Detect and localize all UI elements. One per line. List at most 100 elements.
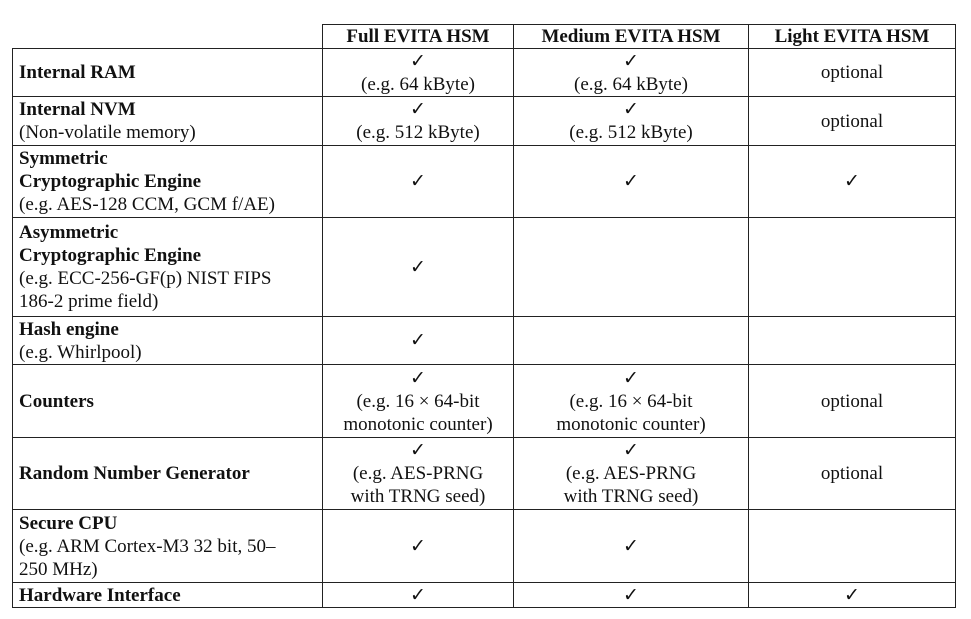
cell-note: (e.g. 64 kByte) — [574, 73, 688, 95]
cell-note: with TRNG seed) — [350, 486, 486, 507]
feature-name: Internal NVM — [19, 99, 136, 120]
feature-name: Asymmetric — [19, 222, 119, 243]
cell-note: (e.g. AES-PRNG — [565, 463, 697, 484]
table-row: Asymmetric Cryptographic Engine (e.g. ECC-… — [12, 217, 956, 317]
value-cell: ✓ — [322, 316, 514, 365]
value-cell: ✓ — [513, 582, 749, 608]
checkmark: ✓ — [623, 99, 639, 120]
value-cell: ✓ — [322, 145, 514, 218]
feature-cell: Random Number Generator — [12, 437, 323, 510]
checkmark: ✓ — [410, 535, 426, 557]
feature-name: Internal RAM — [19, 62, 136, 83]
checkmark: ✓ — [623, 367, 639, 389]
feature-name: Cryptographic Engine — [19, 171, 202, 192]
checkmark: ✓ — [410, 171, 426, 192]
feature-cell: Hash engine (e.g. Whirlpool) — [12, 316, 323, 365]
feature-name: Random Number Generator — [19, 463, 250, 484]
cell-note: with TRNG seed) — [563, 486, 699, 507]
checkmark: ✓ — [623, 171, 639, 192]
value-cell: optional — [748, 437, 956, 510]
cell-note: (e.g. 512 kByte) — [356, 122, 480, 143]
header-row: Full EVITA HSM Medium EVITA HSM Light EVIT… — [12, 24, 956, 49]
value-cell: ✓ (e.g. AES-PRNG with TRNG seed) — [322, 437, 514, 510]
feature-name: Cryptographic Engine — [19, 245, 202, 266]
value-cell: ✓ (e.g. 512 kByte) — [513, 96, 749, 146]
value-cell — [748, 316, 956, 365]
cell-note: (e.g. 512 kByte) — [569, 122, 693, 143]
checkmark: ✓ — [410, 584, 426, 606]
table-row: Counters ✓ (e.g. 16 × 64-bit monotonic coun… — [12, 364, 956, 438]
value-cell: ✓ — [322, 509, 514, 583]
feature-name: Symmetric — [19, 148, 108, 169]
feature-description: (e.g. Whirlpool) — [19, 341, 142, 363]
feature-cell: Secure CPU (e.g. ARM Cortex-M3 32 bit, 50… — [12, 509, 323, 583]
feature-description: (e.g. ECC-256-GF(p) NIST FIPS — [19, 268, 272, 289]
feature-name: Hardware Interface — [19, 584, 181, 606]
feature-cell: Symmetric Cryptographic Engine (e.g. AES-1… — [12, 145, 323, 218]
checkmark: ✓ — [410, 256, 426, 278]
value-cell: ✓ (e.g. 64 kByte) — [513, 48, 749, 97]
cell-note: (e.g. 16 × 64-bit — [569, 390, 693, 412]
value-cell — [513, 217, 749, 317]
feature-description: (Non-volatile memory) — [19, 122, 196, 143]
value-cell: ✓ (e.g. 64 kByte) — [322, 48, 514, 97]
evita-table: Full EVITA HSM Medium EVITA HSM Light EVIT… — [12, 24, 956, 608]
table-row: Hardware Interface ✓ ✓ ✓ — [12, 582, 956, 608]
table-row: Secure CPU (e.g. ARM Cortex-M3 32 bit, 50… — [12, 509, 956, 583]
cell-note: (e.g. 64 kByte) — [361, 73, 475, 95]
cell-note: (e.g. AES-PRNG — [352, 463, 484, 484]
value-cell: ✓ (e.g. 512 kByte) — [322, 96, 514, 146]
cell-text: optional — [820, 463, 884, 484]
feature-description: 186-2 prime field) — [19, 291, 159, 312]
value-cell: optional — [748, 48, 956, 97]
feature-cell: Internal NVM (Non-volatile memory) — [12, 96, 323, 146]
checkmark: ✓ — [410, 440, 426, 461]
checkmark: ✓ — [410, 367, 426, 389]
checkmark: ✓ — [623, 50, 639, 72]
checkmark: ✓ — [844, 584, 860, 606]
feature-name: Secure CPU — [19, 512, 118, 534]
value-cell: ✓ — [322, 217, 514, 317]
value-cell: optional — [748, 364, 956, 438]
cell-text: optional — [820, 390, 884, 412]
value-cell: ✓ — [748, 145, 956, 218]
column-header: Light EVITA HSM — [748, 24, 956, 49]
table-row: Symmetric Cryptographic Engine (e.g. AES-1… — [12, 145, 956, 218]
value-cell: ✓ — [513, 145, 749, 218]
cell-text: optional — [820, 62, 884, 83]
value-cell: ✓ — [322, 582, 514, 608]
cell-note: monotonic counter) — [343, 413, 493, 435]
table-row: Internal NVM (Non-volatile memory) ✓ (e.g. … — [12, 96, 956, 146]
value-cell: ✓ — [513, 509, 749, 583]
checkmark: ✓ — [410, 99, 426, 120]
value-cell: ✓ (e.g. AES-PRNG with TRNG seed) — [513, 437, 749, 510]
blank-cell — [12, 24, 323, 49]
table-row: Internal RAM ✓ (e.g. 64 kByte) ✓ (e.g. 64 kB… — [12, 48, 956, 97]
checkmark: ✓ — [410, 50, 426, 72]
value-cell — [748, 509, 956, 583]
value-cell: ✓ (e.g. 16 × 64-bit monotonic counter) — [513, 364, 749, 438]
cell-text: optional — [820, 110, 884, 132]
table-body: Internal RAM ✓ (e.g. 64 kByte) ✓ (e.g. 64 kB… — [12, 48, 956, 608]
cell-note: monotonic counter) — [556, 413, 706, 435]
checkmark: ✓ — [410, 330, 426, 351]
value-cell: ✓ (e.g. 16 × 64-bit monotonic counter) — [322, 364, 514, 438]
checkmark: ✓ — [623, 535, 639, 557]
feature-name: Hash engine — [19, 318, 119, 340]
value-cell: ✓ — [748, 582, 956, 608]
checkmark: ✓ — [844, 171, 860, 192]
feature-description: (e.g. AES-128 CCM, GCM f/AE) — [19, 194, 275, 215]
value-cell — [748, 217, 956, 317]
feature-name: Counters — [19, 390, 94, 412]
feature-cell: Asymmetric Cryptographic Engine (e.g. ECC-… — [12, 217, 323, 317]
value-cell — [513, 316, 749, 365]
column-header: Full EVITA HSM — [322, 24, 514, 49]
feature-description: 250 MHz) — [19, 558, 98, 580]
feature-description: (e.g. ARM Cortex-M3 32 bit, 50– — [19, 535, 276, 557]
table-row: Random Number Generator ✓ (e.g. AES-PRNG wi… — [12, 437, 956, 510]
checkmark: ✓ — [623, 584, 639, 606]
value-cell: optional — [748, 96, 956, 146]
feature-cell: Counters — [12, 364, 323, 438]
column-header: Medium EVITA HSM — [513, 24, 749, 49]
